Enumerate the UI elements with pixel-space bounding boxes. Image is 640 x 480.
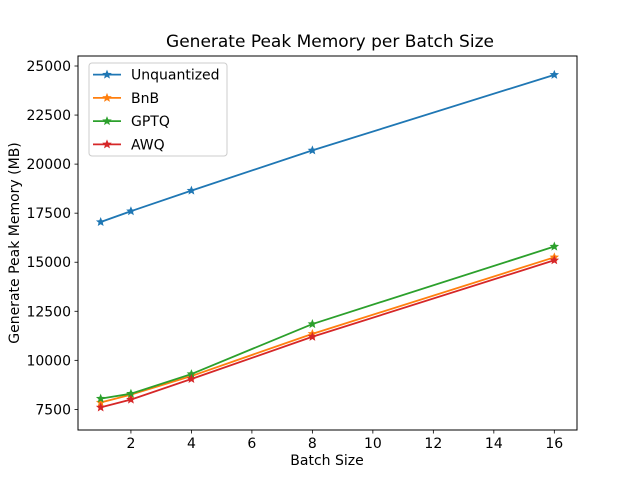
plot-border <box>77 55 578 431</box>
x-tick-label: 10 <box>364 436 382 452</box>
data-point-awq <box>307 331 318 341</box>
y-tick-label: 7500 <box>35 402 71 418</box>
legend-star-icon <box>102 139 112 149</box>
data-point-awq <box>549 255 560 265</box>
data-point-unquantized <box>126 206 136 216</box>
plot-area: 2 4 6 8 10 12 14 16 7500 10000 12500 15000 17500 2000… <box>26 55 578 452</box>
legend: Unquantized BnB GPTQ AWQ <box>88 62 228 157</box>
legend-box <box>88 62 228 157</box>
y-tick-label: 15000 <box>26 255 71 271</box>
legend-star-icon <box>102 116 112 126</box>
x-tick-label: 12 <box>424 436 442 452</box>
y-tick-label: 20000 <box>26 157 71 173</box>
data-point-awq <box>186 373 197 384</box>
data-point-gptq <box>549 241 560 251</box>
legend-entry-unquantized: Unquantized <box>93 68 220 84</box>
x-tick-label: 2 <box>126 436 135 452</box>
data-point-unquantized <box>95 217 106 227</box>
data-point-awq <box>95 402 106 412</box>
data-point-gptq <box>95 393 106 403</box>
data-point-bnb <box>95 397 106 407</box>
legend-entry-gptq: GPTQ <box>93 114 170 130</box>
y-tick-label: 10000 <box>26 353 71 369</box>
data-point-unquantized <box>307 145 318 155</box>
series-line-gptq <box>100 245 555 400</box>
y-axis-label: Generate Peak Memory (MB) <box>7 142 23 344</box>
x-tick-label: 6 <box>247 436 256 452</box>
legend-label: GPTQ <box>131 114 170 130</box>
x-tick-label: 8 <box>308 436 317 452</box>
legend-star-icon <box>102 92 112 102</box>
series-line-awq <box>100 259 555 409</box>
x-axis-label: Batch Size <box>290 453 363 469</box>
x-tick-label: 4 <box>187 436 196 452</box>
y-tick-label: 22500 <box>26 108 71 124</box>
x-tick-label: 16 <box>545 436 563 452</box>
y-tick-label: 25000 <box>26 59 71 75</box>
y-tick-label: 12500 <box>26 304 71 320</box>
legend-entry-bnb: BnB <box>93 91 159 107</box>
legend-label: AWQ <box>131 137 165 153</box>
y-tick-label: 17500 <box>26 206 71 222</box>
data-point-gptq <box>307 319 318 329</box>
legend-star-icon <box>102 69 112 79</box>
legend-entry-awq: AWQ <box>93 137 165 153</box>
legend-label: BnB <box>131 91 159 107</box>
x-tick-label: 14 <box>485 436 503 452</box>
data-point-gptq <box>186 369 197 379</box>
chart-title: Generate Peak Memory per Batch Size <box>166 32 494 52</box>
data-point-awq <box>126 394 136 404</box>
data-point-unquantized <box>549 69 560 79</box>
data-point-unquantized <box>186 185 197 195</box>
data-point-gptq <box>126 388 136 398</box>
legend-label: Unquantized <box>131 68 220 84</box>
